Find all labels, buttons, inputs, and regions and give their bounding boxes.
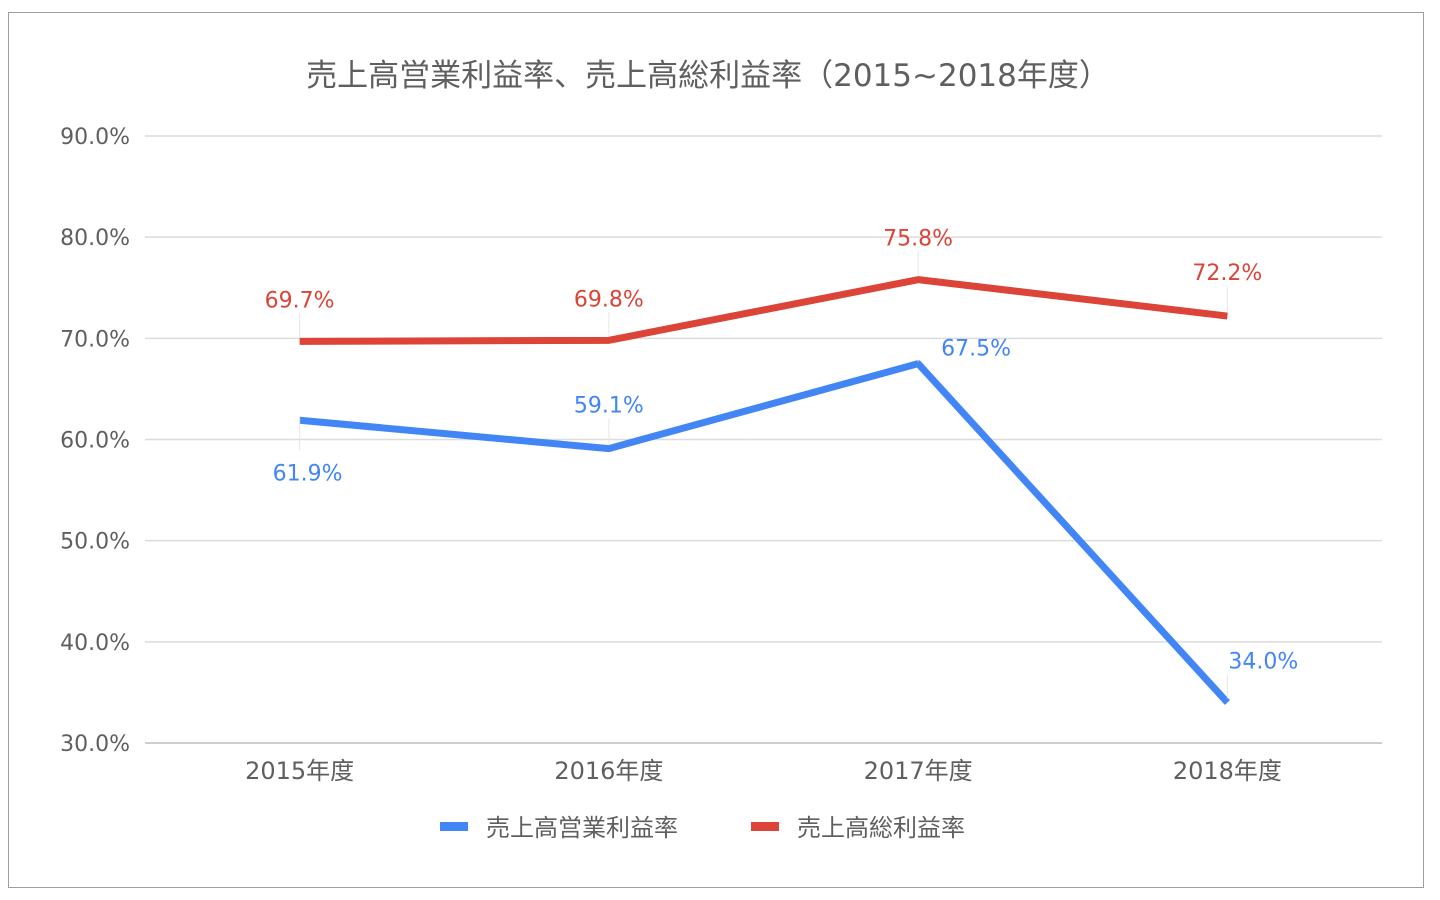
y-tick-label: 40.0% — [60, 631, 130, 656]
data-label: 34.0% — [1228, 650, 1298, 675]
y-tick-label: 90.0% — [60, 125, 130, 150]
legend-swatch — [751, 822, 779, 831]
x-tick-label: 2017年度 — [864, 757, 973, 785]
series-line-1 — [299, 276, 1228, 345]
legend-swatch — [440, 822, 468, 831]
data-label: 61.9% — [273, 461, 343, 486]
x-tick-label: 2018年度 — [1173, 757, 1282, 785]
y-tick-label: 70.0% — [60, 327, 130, 352]
x-tick-label: 2015年度 — [245, 757, 354, 785]
x-tick-label: 2016年度 — [554, 757, 663, 785]
series-lines — [299, 276, 1230, 705]
y-tick-label: 60.0% — [60, 429, 130, 454]
legend-label: 売上高営業利益率 — [486, 814, 678, 842]
chart-title: 売上高営業利益率、売上高総利益率（2015~2018年度） — [306, 58, 1110, 94]
x-axis-labels: 2015年度 2016年度 2017年度 2018年度 — [245, 757, 1282, 785]
series-line-0 — [299, 360, 1230, 705]
data-label: 72.2% — [1192, 261, 1262, 286]
y-axis-labels: 90.0% 80.0% 70.0% 60.0% 50.0% 40.0% 30.0% — [60, 125, 130, 757]
gridlines — [145, 135, 1382, 744]
data-label: 59.1% — [574, 394, 644, 419]
y-tick-label: 80.0% — [60, 226, 130, 251]
y-tick-label: 50.0% — [60, 530, 130, 555]
data-label: 69.8% — [574, 287, 644, 312]
legend: 売上高営業利益率 売上高総利益率 — [440, 814, 965, 842]
chart-frame — [8, 12, 1424, 888]
legend-label: 売上高総利益率 — [797, 814, 965, 842]
y-tick-label: 30.0% — [60, 732, 130, 757]
data-labels: 61.9% 59.1% 67.5% 34.0% 69.7% 69.8% 75.8% 72.2% — [265, 227, 1298, 699]
data-label: 67.5% — [941, 337, 1011, 362]
data-label: 75.8% — [883, 227, 953, 252]
data-label: 69.7% — [265, 288, 335, 313]
